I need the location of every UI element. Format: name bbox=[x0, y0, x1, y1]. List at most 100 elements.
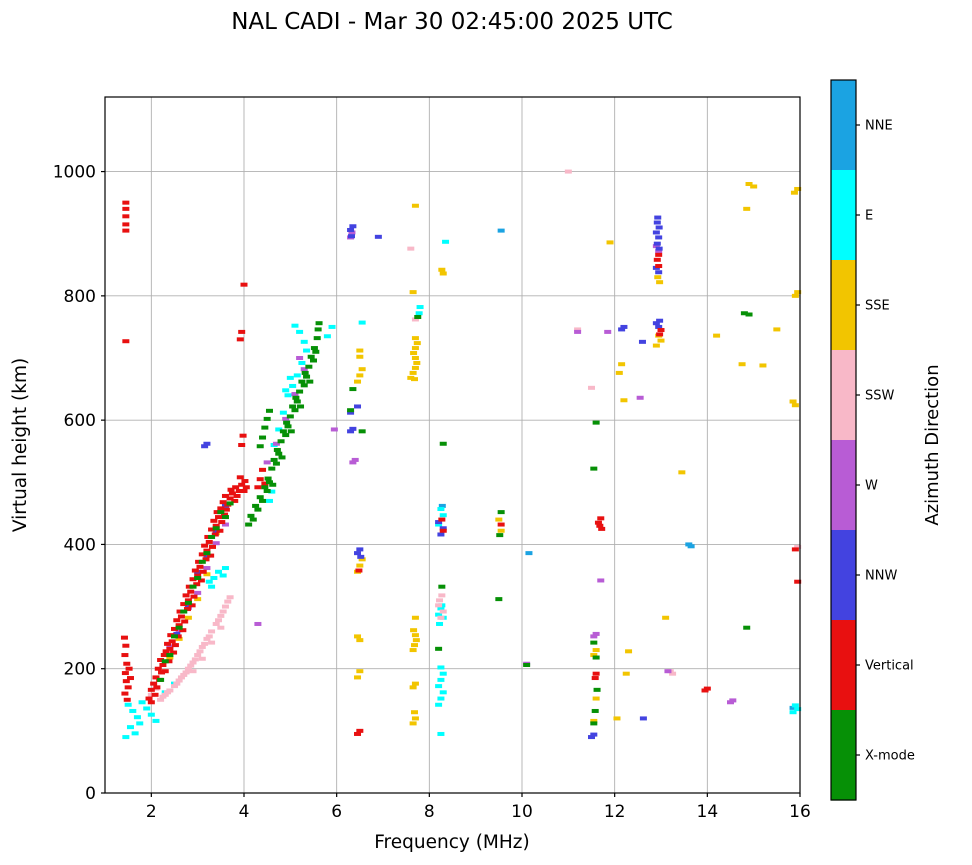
data-point bbox=[124, 702, 132, 707]
data-point bbox=[265, 408, 273, 413]
data-point bbox=[254, 621, 262, 626]
data-point bbox=[203, 553, 211, 558]
data-point bbox=[122, 200, 130, 205]
data-point bbox=[252, 503, 260, 508]
data-point bbox=[328, 324, 336, 329]
data-point bbox=[152, 675, 160, 680]
data-point bbox=[791, 293, 799, 298]
data-point bbox=[175, 678, 183, 683]
data-point bbox=[349, 426, 357, 431]
data-point bbox=[439, 609, 447, 614]
data-point bbox=[594, 520, 602, 525]
data-point bbox=[180, 609, 188, 614]
data-point bbox=[590, 718, 598, 723]
data-point bbox=[212, 541, 220, 546]
data-point bbox=[240, 488, 248, 493]
data-point bbox=[218, 520, 226, 525]
data-point bbox=[268, 466, 276, 471]
grid-lines bbox=[105, 97, 801, 794]
data-point bbox=[240, 282, 248, 287]
data-point bbox=[232, 485, 240, 490]
data-point bbox=[175, 623, 183, 628]
data-point bbox=[289, 404, 297, 409]
data-point bbox=[187, 663, 195, 668]
data-point bbox=[184, 615, 192, 620]
data-point bbox=[791, 703, 799, 708]
data-point bbox=[289, 383, 297, 388]
data-point bbox=[411, 336, 419, 341]
data-point bbox=[307, 354, 315, 359]
data-point bbox=[347, 227, 355, 232]
data-point bbox=[222, 507, 230, 512]
data-point bbox=[296, 356, 304, 360]
data-point bbox=[664, 669, 672, 674]
data-point bbox=[354, 731, 362, 736]
data-point bbox=[147, 700, 155, 705]
data-point bbox=[597, 578, 605, 583]
data-point bbox=[411, 365, 419, 370]
data-point bbox=[791, 403, 799, 408]
data-point bbox=[437, 532, 445, 537]
data-point bbox=[794, 579, 802, 584]
data-point bbox=[175, 636, 183, 641]
data-point bbox=[205, 539, 213, 544]
data-point bbox=[171, 634, 178, 639]
data-point bbox=[166, 688, 174, 693]
colorbar-band bbox=[831, 80, 856, 171]
data-point bbox=[189, 577, 197, 582]
data-point bbox=[284, 424, 292, 429]
data-point bbox=[437, 615, 445, 620]
data-point bbox=[300, 383, 308, 388]
data-point bbox=[625, 649, 633, 654]
data-point bbox=[133, 715, 141, 720]
data-point bbox=[639, 716, 647, 721]
data-point bbox=[208, 640, 216, 645]
data-point bbox=[740, 311, 748, 316]
data-point bbox=[275, 427, 283, 432]
data-point bbox=[292, 395, 300, 400]
data-point bbox=[354, 404, 362, 409]
data-point bbox=[189, 660, 197, 665]
data-point bbox=[356, 348, 364, 353]
data-point bbox=[282, 388, 290, 393]
data-point bbox=[256, 495, 264, 500]
data-point bbox=[120, 635, 128, 640]
data-point bbox=[306, 379, 314, 384]
data-point bbox=[790, 190, 798, 195]
data-point bbox=[277, 439, 285, 444]
data-point bbox=[213, 510, 221, 515]
data-point bbox=[435, 522, 443, 527]
data-point bbox=[310, 346, 318, 351]
data-point bbox=[598, 526, 606, 531]
data-point bbox=[217, 510, 225, 515]
data-point bbox=[435, 702, 443, 707]
data-point bbox=[194, 573, 202, 578]
data-point bbox=[143, 706, 151, 711]
data-point bbox=[592, 655, 600, 660]
data-point bbox=[157, 658, 165, 663]
data-point bbox=[221, 512, 229, 517]
colorbar-tick-label: NNW bbox=[865, 569, 897, 584]
data-point bbox=[655, 225, 663, 230]
data-point bbox=[358, 367, 366, 372]
data-point bbox=[259, 498, 267, 503]
data-point bbox=[620, 398, 628, 403]
data-point bbox=[789, 705, 797, 710]
data-point bbox=[435, 603, 443, 608]
data-point bbox=[215, 618, 223, 623]
data-point bbox=[212, 526, 220, 531]
data-point bbox=[412, 638, 420, 643]
data-point bbox=[439, 526, 447, 531]
data-point bbox=[291, 392, 299, 397]
data-point bbox=[166, 655, 174, 660]
data-point bbox=[221, 522, 229, 527]
data-point bbox=[564, 169, 572, 174]
data-point bbox=[438, 517, 446, 522]
data-point bbox=[286, 414, 294, 419]
data-point bbox=[203, 548, 211, 553]
data-point bbox=[618, 327, 626, 332]
data-point bbox=[653, 220, 661, 225]
data-point bbox=[591, 708, 599, 713]
data-point bbox=[409, 648, 417, 653]
data-point bbox=[279, 410, 287, 415]
